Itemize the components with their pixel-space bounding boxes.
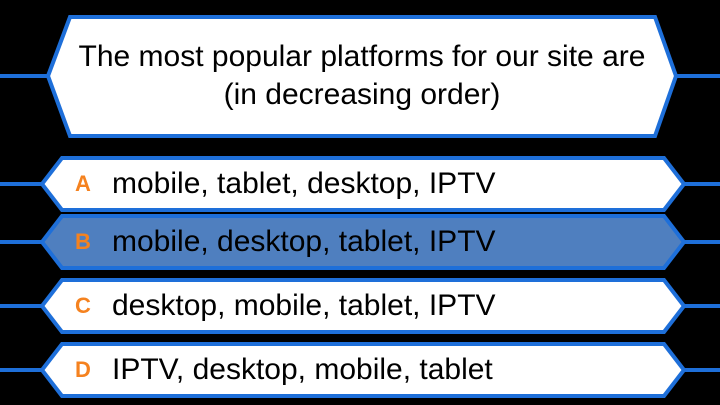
- answer-b-box-selected: [39, 214, 687, 270]
- answer-d-box: [39, 342, 687, 398]
- answer-option-c[interactable]: C desktop, mobile, tablet, IPTV: [0, 277, 720, 335]
- answer-c-frame: [0, 278, 720, 334]
- answer-c-text: desktop, mobile, tablet, IPTV: [112, 289, 496, 322]
- answer-a-letter: A: [75, 171, 91, 196]
- answer-a-box: [39, 156, 687, 212]
- answer-option-d[interactable]: D IPTV, desktop, mobile, tablet: [0, 341, 720, 399]
- question-text: The most popular platforms for our site …: [78, 40, 646, 111]
- answer-a-frame: [0, 156, 720, 212]
- answer-d-letter: D: [75, 357, 91, 382]
- answer-option-a[interactable]: A mobile, tablet, desktop, IPTV: [0, 155, 720, 213]
- answer-option-b[interactable]: B mobile, desktop, tablet, IPTV: [0, 213, 720, 271]
- answer-c-box: [39, 278, 687, 334]
- question-panel-box: [45, 15, 679, 138]
- answer-d-frame: [0, 342, 720, 398]
- answer-c-letter: C: [75, 293, 91, 318]
- answer-b-letter: B: [75, 229, 91, 254]
- answer-b-frame: [0, 214, 720, 270]
- answer-d-text: IPTV, desktop, mobile, tablet: [112, 353, 493, 386]
- answer-b-text: mobile, desktop, tablet, IPTV: [112, 225, 496, 258]
- answer-a-text: mobile, tablet, desktop, IPTV: [112, 167, 496, 200]
